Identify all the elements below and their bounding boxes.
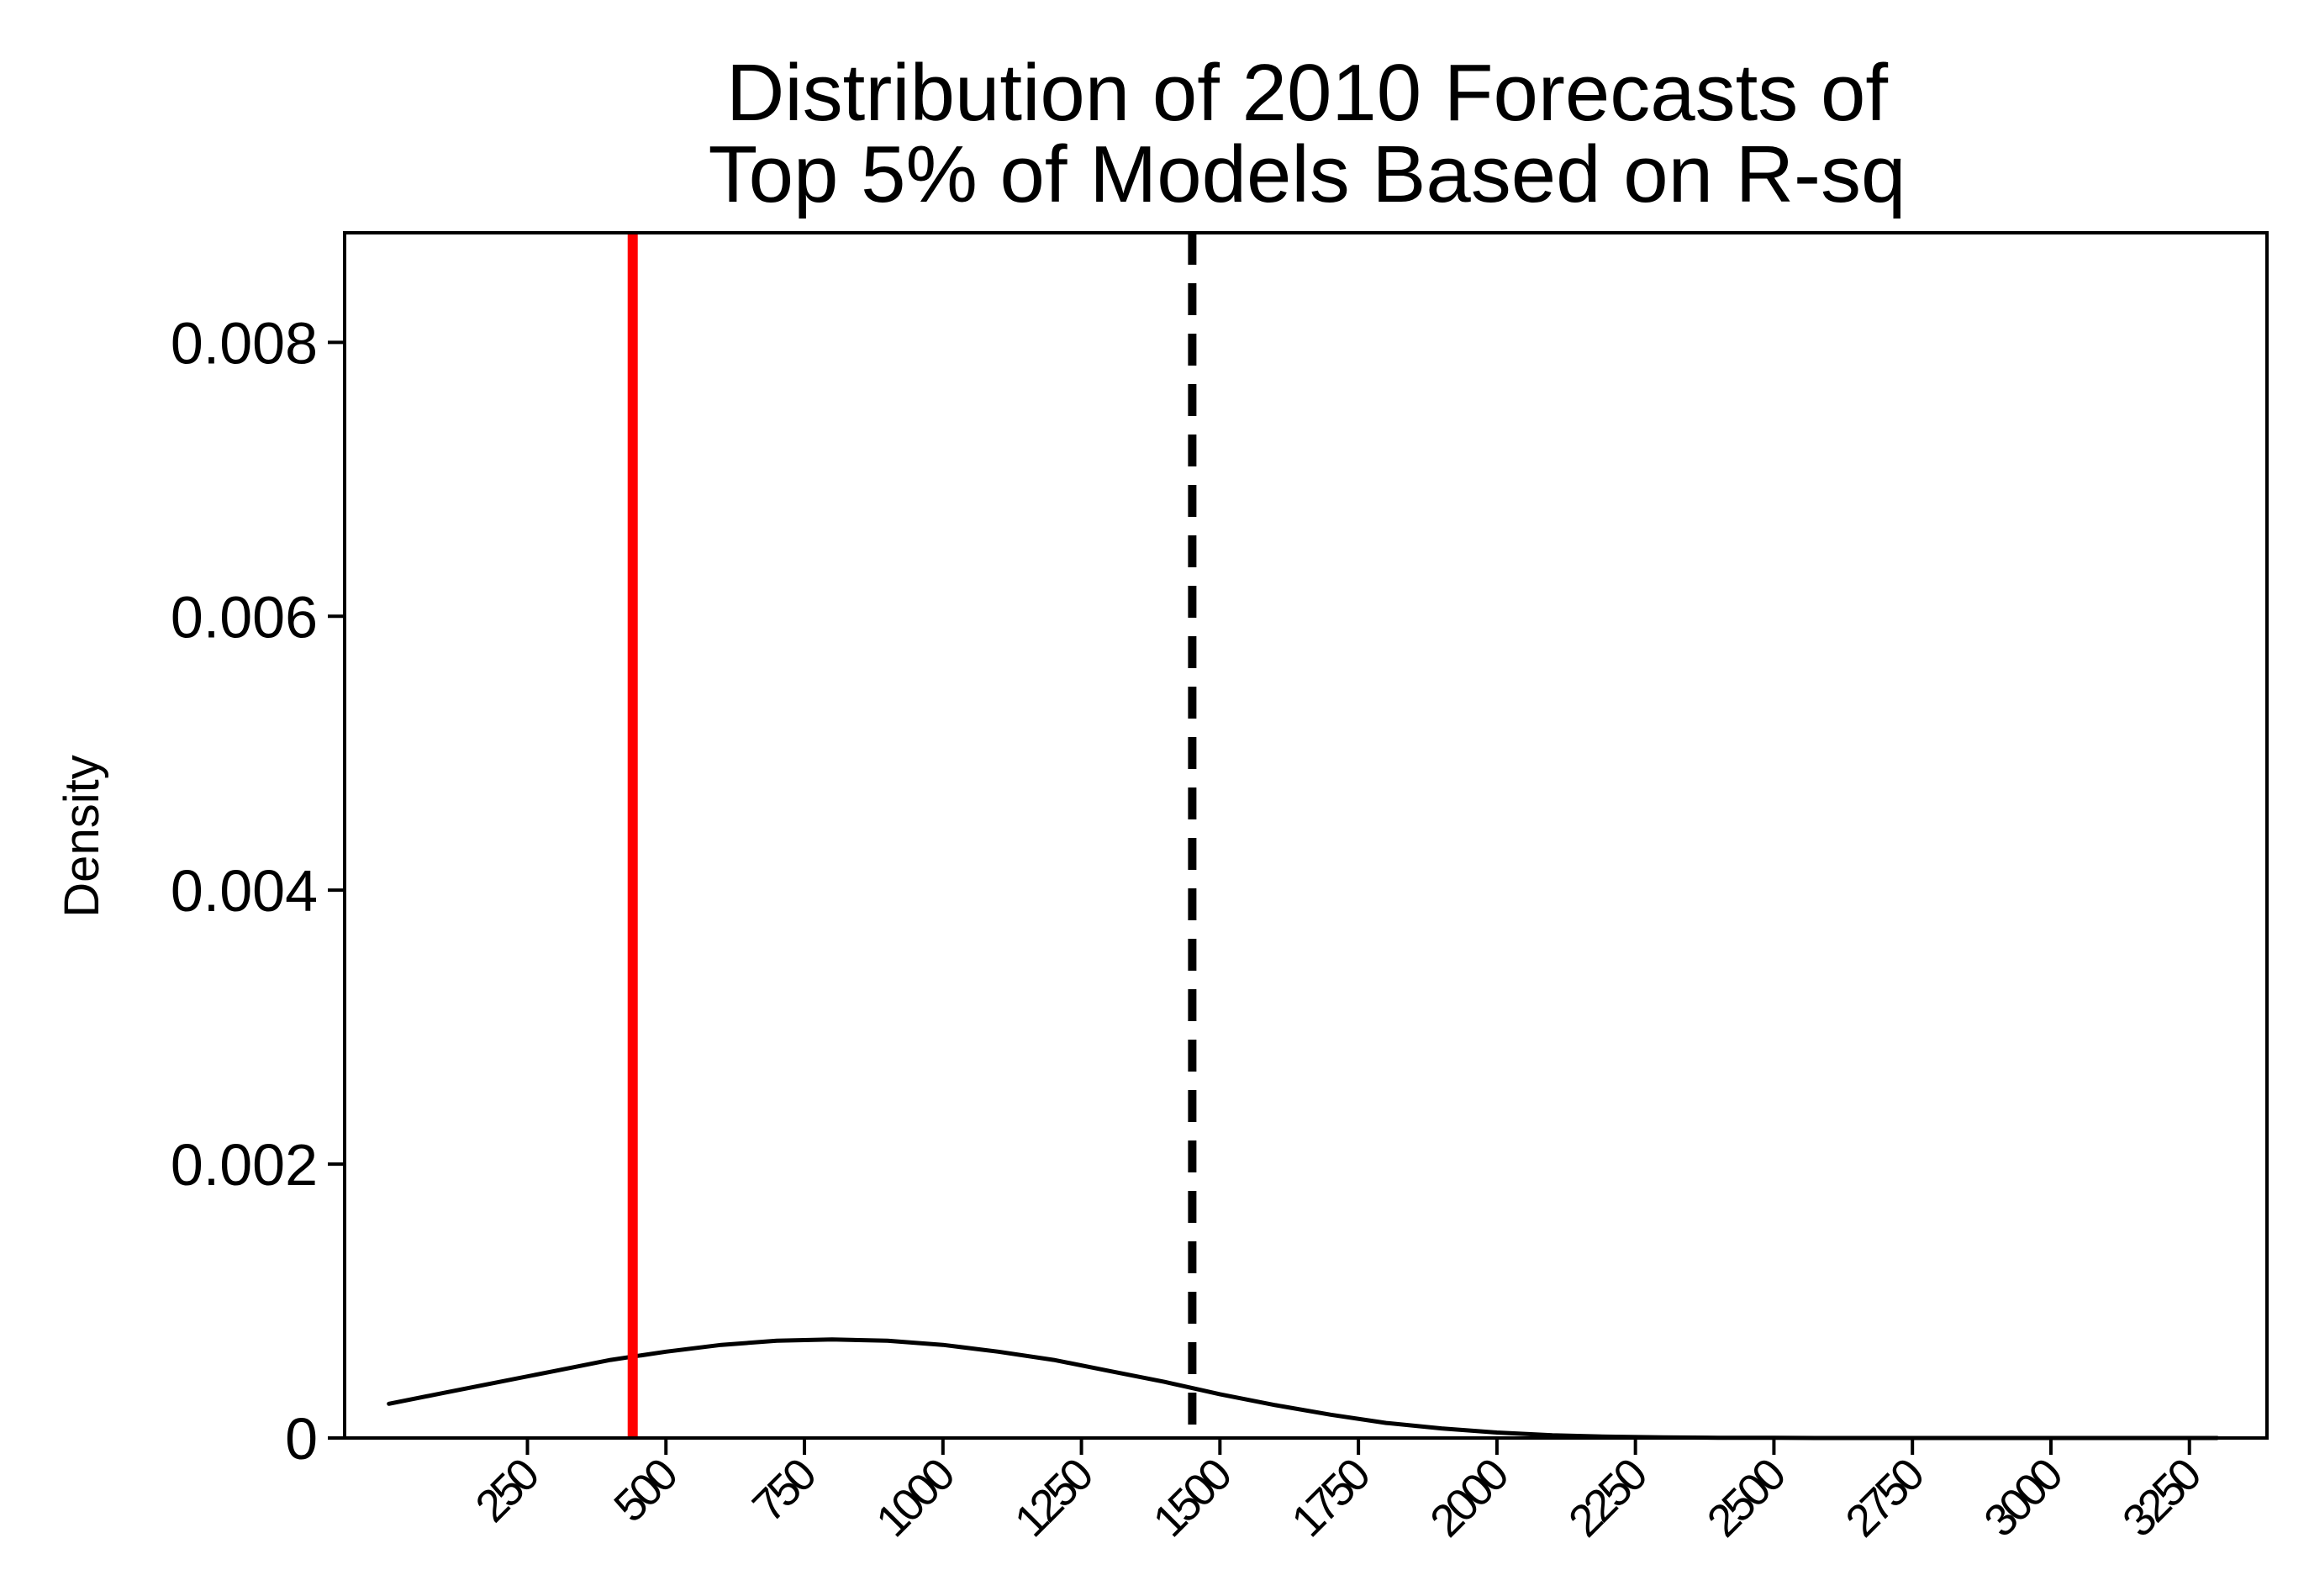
chart-title: Distribution of 2010 Forecasts of Top 5%… xyxy=(709,48,1906,219)
plot-area: 0 0.002 0.004 0.006 0.008 250 500 750 1000 1250 15… xyxy=(171,233,2220,1546)
x-tick-label: 500 xyxy=(604,1450,687,1532)
x-tick-label: 1750 xyxy=(1282,1450,1379,1546)
chart-title-line-2: Top 5% of Models Based on R-sq xyxy=(709,129,1906,219)
x-tick-label: 750 xyxy=(743,1450,825,1532)
x-tick-label: 250 xyxy=(466,1450,548,1532)
y-tick-label: 0.008 xyxy=(171,310,318,376)
x-tick-label: 2250 xyxy=(1559,1450,1656,1546)
y-axis-label: Density xyxy=(55,755,109,917)
y-tick-label: 0.002 xyxy=(171,1132,318,1198)
x-tick-label: 1250 xyxy=(1005,1450,1102,1546)
density-curve xyxy=(387,1337,2220,1441)
x-tick-label: 3000 xyxy=(1974,1450,2071,1546)
y-tick-label: 0.006 xyxy=(171,584,318,650)
x-tick-label: 2500 xyxy=(1698,1450,1795,1546)
y-tick-label: 0.004 xyxy=(171,858,318,924)
plot-frame xyxy=(343,231,2269,1440)
x-tick-label: 1500 xyxy=(1144,1450,1241,1546)
x-tick-label: 1000 xyxy=(867,1450,963,1546)
x-tick-label: 2750 xyxy=(1836,1450,1932,1546)
y-tick-label: 0 xyxy=(285,1406,318,1472)
x-tick-label: 3250 xyxy=(2113,1450,2210,1546)
x-tick-label: 2000 xyxy=(1421,1450,1517,1546)
chart-title-line-1: Distribution of 2010 Forecasts of xyxy=(726,48,1888,138)
